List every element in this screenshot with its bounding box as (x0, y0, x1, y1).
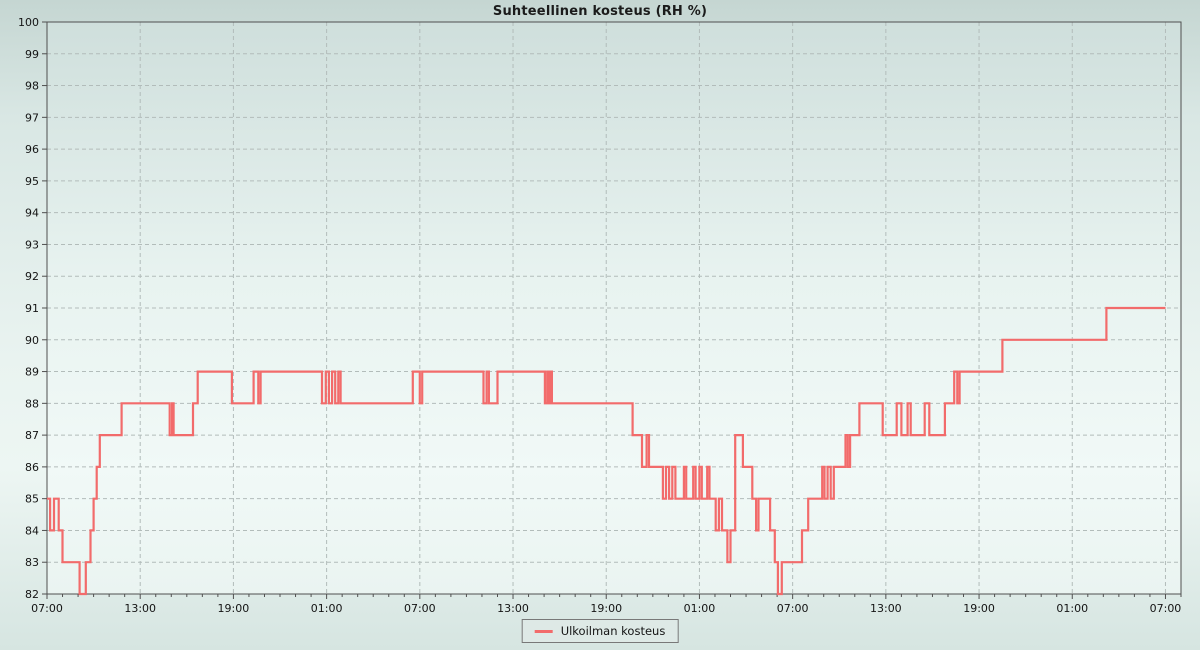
svg-text:87: 87 (25, 429, 39, 442)
svg-text:91: 91 (25, 302, 39, 315)
legend-line-icon (534, 629, 553, 633)
legend-series-label: Ulkoilman kosteus (560, 624, 666, 638)
gridlines (47, 22, 1181, 594)
svg-text:96: 96 (25, 143, 39, 156)
svg-text:93: 93 (25, 238, 39, 251)
plot-border (46, 21, 1182, 595)
x-axis-labels: 07:00 13:00 19:00 01:00 07:00 13:00 19:00 01:00… (31, 602, 1181, 615)
y-axis-labels: 82 83 84 85 86 87 88 89 90 91 92 93 94 95 96 97 98 99 100 (18, 16, 39, 601)
svg-text:92: 92 (25, 270, 39, 283)
svg-text:07:00: 07:00 (1150, 602, 1182, 615)
svg-text:01:00: 01:00 (684, 602, 716, 615)
svg-text:07:00: 07:00 (404, 602, 436, 615)
svg-text:13:00: 13:00 (124, 602, 156, 615)
series-line (47, 306, 1166, 596)
svg-text:95: 95 (25, 175, 39, 188)
svg-text:13:00: 13:00 (497, 602, 529, 615)
svg-text:100: 100 (18, 16, 39, 29)
svg-text:98: 98 (25, 80, 39, 93)
svg-text:01:00: 01:00 (1056, 602, 1088, 615)
svg-text:89: 89 (25, 366, 39, 379)
svg-text:82: 82 (25, 588, 39, 601)
legend: Ulkoilman kosteus (521, 619, 679, 643)
svg-text:90: 90 (25, 334, 39, 347)
svg-text:07:00: 07:00 (31, 602, 63, 615)
chart-title: Suhteellinen kosteus (RH %) (492, 4, 708, 19)
svg-text:83: 83 (25, 556, 39, 569)
svg-text:99: 99 (25, 48, 39, 61)
svg-text:19:00: 19:00 (218, 602, 250, 615)
svg-text:97: 97 (25, 111, 39, 124)
svg-text:94: 94 (25, 207, 39, 220)
svg-text:88: 88 (25, 397, 39, 410)
svg-text:07:00: 07:00 (777, 602, 809, 615)
svg-text:01:00: 01:00 (311, 602, 343, 615)
svg-text:84: 84 (25, 524, 39, 537)
svg-text:19:00: 19:00 (963, 602, 995, 615)
svg-text:85: 85 (25, 493, 39, 506)
svg-text:86: 86 (25, 461, 39, 474)
svg-text:19:00: 19:00 (590, 602, 622, 615)
svg-text:13:00: 13:00 (870, 602, 902, 615)
